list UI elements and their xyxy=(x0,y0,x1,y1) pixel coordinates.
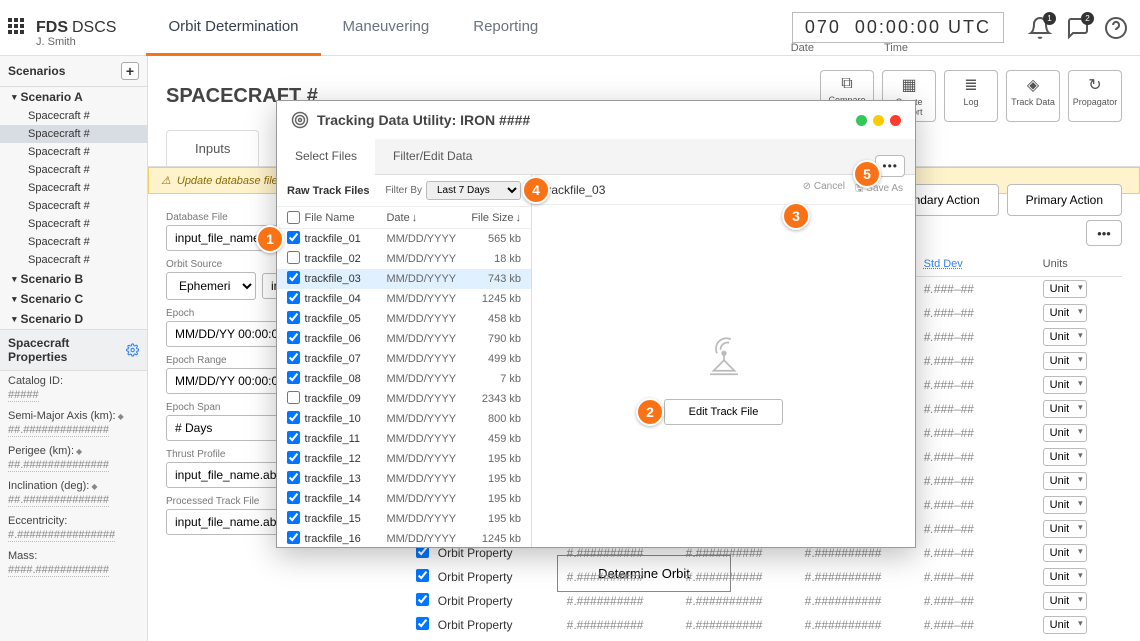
scenario-item[interactable]: Scenario A xyxy=(0,87,147,107)
action-track-data[interactable]: ◈Track Data xyxy=(1006,70,1060,122)
spacecraft-item[interactable]: Spacecraft # xyxy=(0,215,147,233)
props-title: Spacecraft Properties xyxy=(8,336,126,364)
gear-icon[interactable] xyxy=(126,343,139,357)
filter-by-select[interactable]: Last 7 Days xyxy=(426,181,521,200)
select-all-checkbox[interactable] xyxy=(287,211,300,224)
orbit-source-select[interactable]: Ephemeris xyxy=(166,272,256,300)
unit-select[interactable]: Unit xyxy=(1043,376,1087,394)
unit-select[interactable]: Unit xyxy=(1043,472,1087,490)
file-row[interactable]: trackfile_11MM/DD/YYYY459 kb xyxy=(277,429,531,449)
scenario-item[interactable]: Scenario C xyxy=(0,289,147,309)
spacecraft-item[interactable]: Spacecraft # xyxy=(0,179,147,197)
scenarios-header: Scenarios xyxy=(8,64,65,78)
file-row[interactable]: trackfile_01MM/DD/YYYY565 kb xyxy=(277,229,531,249)
file-row[interactable]: trackfile_04MM/DD/YYYY1245 kb xyxy=(277,289,531,309)
file-row[interactable]: trackfile_14MM/DD/YYYY195 kb xyxy=(277,489,531,509)
add-scenario-button[interactable]: + xyxy=(121,62,139,80)
unit-select[interactable]: Unit xyxy=(1043,568,1087,586)
clock: 070 00:00:00 UTC xyxy=(792,12,1004,43)
file-row[interactable]: trackfile_07MM/DD/YYYY499 kb xyxy=(277,349,531,369)
brand-main: FDS xyxy=(36,19,68,37)
messages-icon[interactable]: 2 xyxy=(1066,16,1090,40)
tracking-data-modal: Tracking Data Utility: IRON #### Select … xyxy=(276,100,916,548)
file-row[interactable]: trackfile_16MM/DD/YYYY1245 kb xyxy=(277,529,531,547)
edit-track-file-button[interactable]: Edit Track File xyxy=(664,399,784,425)
subtab-inputs[interactable]: Inputs xyxy=(166,130,259,166)
stddev-header[interactable]: Std Dev xyxy=(924,258,1043,270)
target-icon xyxy=(291,111,309,129)
spacecraft-item[interactable]: Spacecraft # xyxy=(0,125,147,143)
unit-select[interactable]: Unit xyxy=(1043,616,1087,634)
radar-icon xyxy=(696,327,752,383)
action-log[interactable]: ≣Log xyxy=(944,70,998,122)
unit-select[interactable]: Unit xyxy=(1043,448,1087,466)
unit-select[interactable]: Unit xyxy=(1043,352,1087,370)
spacecraft-item[interactable]: Spacecraft # xyxy=(0,107,147,125)
action-propagator[interactable]: ↻Propagator xyxy=(1068,70,1122,122)
more-menu-button[interactable]: ••• xyxy=(1086,220,1122,246)
file-row[interactable]: trackfile_09MM/DD/YYYY2343 kb xyxy=(277,389,531,409)
spacecraft-item[interactable]: Spacecraft # xyxy=(0,251,147,269)
file-row[interactable]: trackfile_10MM/DD/YYYY800 kb xyxy=(277,409,531,429)
table-row: Orbit Property#.###########.###########.… xyxy=(408,565,1122,589)
spacecraft-item[interactable]: Spacecraft # xyxy=(0,143,147,161)
file-row[interactable]: trackfile_12MM/DD/YYYY195 kb xyxy=(277,449,531,469)
help-icon[interactable] xyxy=(1104,16,1128,40)
notifications-icon[interactable]: 1 xyxy=(1028,16,1052,40)
table-row: Orbit Property#.###########.###########.… xyxy=(408,613,1122,637)
file-row[interactable]: trackfile_02MM/DD/YYYY18 kb xyxy=(277,249,531,269)
modal-tab-select[interactable]: Select Files xyxy=(277,139,375,175)
file-row[interactable]: trackfile_05MM/DD/YYYY458 kb xyxy=(277,309,531,329)
table-row: Orbit Property#.###########.###########.… xyxy=(408,589,1122,613)
primary-action-button[interactable]: Primary Action xyxy=(1007,184,1122,216)
scenario-item[interactable]: Scenario B xyxy=(0,269,147,289)
warning-icon: ⚠ xyxy=(161,174,171,187)
file-row[interactable]: trackfile_08MM/DD/YYYY7 kb xyxy=(277,369,531,389)
unit-select[interactable]: Unit xyxy=(1043,280,1087,298)
annotation-badge-5: 5 xyxy=(853,160,881,188)
app-grid-icon[interactable] xyxy=(8,18,28,38)
file-row[interactable]: trackfile_03MM/DD/YYYY743 kb xyxy=(277,269,531,289)
unit-select[interactable]: Unit xyxy=(1043,400,1087,418)
annotation-badge-4: 4 xyxy=(522,176,550,204)
modal-tab-filter[interactable]: Filter/Edit Data xyxy=(375,139,490,174)
unit-select[interactable]: Unit xyxy=(1043,544,1087,562)
clock-day: 070 xyxy=(805,17,841,38)
spacecraft-item[interactable]: Spacecraft # xyxy=(0,233,147,251)
brand-sub: DSCS xyxy=(72,19,116,37)
annotation-badge-3: 3 xyxy=(782,202,810,230)
nav-tab-1[interactable]: Maneuvering xyxy=(321,0,452,56)
spacecraft-item[interactable]: Spacecraft # xyxy=(0,197,147,215)
annotation-badge-1: 1 xyxy=(256,225,284,253)
unit-select[interactable]: Unit xyxy=(1043,520,1087,538)
file-row[interactable]: trackfile_13MM/DD/YYYY195 kb xyxy=(277,469,531,489)
cancel-link[interactable]: ⊘ Cancel xyxy=(803,181,845,198)
scenario-item[interactable]: Scenario D xyxy=(0,309,147,329)
spacecraft-item[interactable]: Spacecraft # xyxy=(0,161,147,179)
max-window-icon[interactable] xyxy=(873,115,884,126)
selected-file-name: trackfile_03 xyxy=(544,183,605,197)
nav-tab-2[interactable]: Reporting xyxy=(451,0,560,56)
unit-select[interactable]: Unit xyxy=(1043,424,1087,442)
nav-tab-0[interactable]: Orbit Determination xyxy=(146,0,320,56)
close-window-icon[interactable] xyxy=(890,115,901,126)
annotation-badge-2: 2 xyxy=(636,398,664,426)
min-window-icon[interactable] xyxy=(856,115,867,126)
user-name: J. Smith xyxy=(36,36,76,48)
file-row[interactable]: trackfile_15MM/DD/YYYY195 kb xyxy=(277,509,531,529)
unit-select[interactable]: Unit xyxy=(1043,592,1087,610)
unit-select[interactable]: Unit xyxy=(1043,304,1087,322)
unit-select[interactable]: Unit xyxy=(1043,328,1087,346)
unit-select[interactable]: Unit xyxy=(1043,496,1087,514)
file-row[interactable]: trackfile_06MM/DD/YYYY790 kb xyxy=(277,329,531,349)
